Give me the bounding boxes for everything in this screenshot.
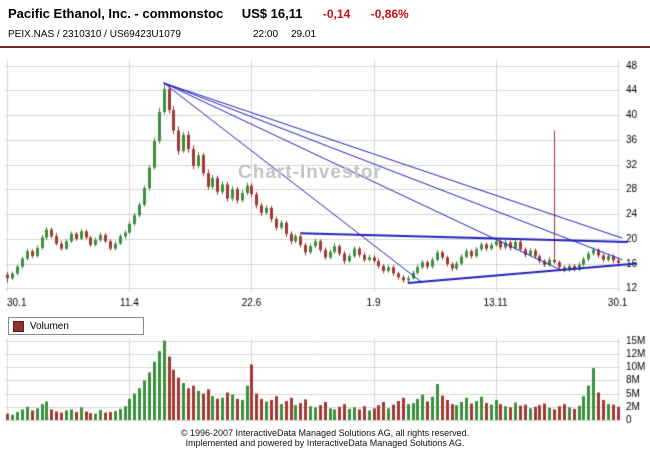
volume-legend-label: Volumen bbox=[30, 320, 69, 332]
instrument-subheader: PEIX.NAS / 2310310 / US69423U1079 22:00 … bbox=[0, 29, 650, 43]
price-volume-chart-canvas bbox=[0, 50, 650, 435]
quote-time: 22:00 bbox=[253, 29, 279, 40]
volume-legend: Volumen bbox=[8, 317, 144, 335]
last-price: US$ 16,11 bbox=[241, 6, 303, 21]
chart-watermark: Chart-Investor bbox=[238, 162, 382, 183]
change-percent: -0,86% bbox=[370, 7, 409, 21]
quote-date: 29.01 bbox=[291, 29, 317, 40]
symbol-isin-line: PEIX.NAS / 2310310 / US69423U1079 bbox=[8, 29, 181, 40]
volume-legend-swatch bbox=[13, 320, 24, 332]
instrument-header: Pacific Ethanol, Inc. - commonstoc US$ 1… bbox=[8, 5, 409, 23]
copyright-line: © 1996-2007 InteractiveData Managed Solu… bbox=[180, 428, 470, 438]
header-divider bbox=[0, 46, 650, 48]
instrument-title: Pacific Ethanol, Inc. - commonstoc bbox=[8, 6, 224, 21]
change-absolute: -0,14 bbox=[322, 7, 351, 21]
powered-by-line: Implemented and powered by InteractiveDa… bbox=[185, 438, 465, 448]
